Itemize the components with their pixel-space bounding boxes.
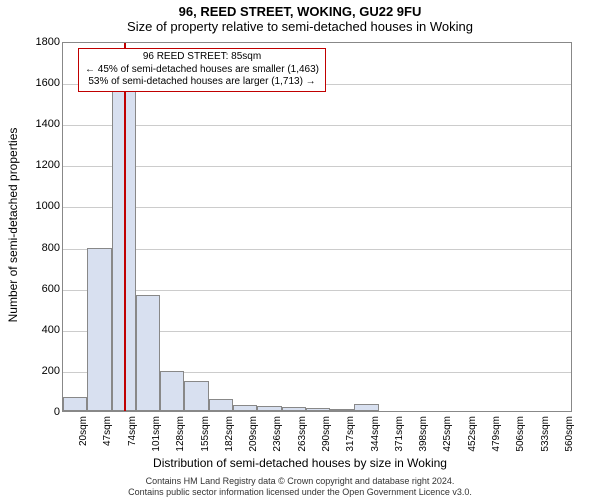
- histogram-bar: [184, 381, 208, 411]
- chart-plot-area: [62, 42, 572, 412]
- x-tick-label: 317sqm: [345, 416, 356, 452]
- histogram-bar: [160, 371, 184, 411]
- x-tick-label: 560sqm: [564, 416, 575, 452]
- y-tick-label: 600: [5, 283, 60, 295]
- reference-line: [124, 43, 126, 411]
- x-tick-label: 452sqm: [467, 416, 478, 452]
- x-tick-label: 290sqm: [321, 416, 332, 452]
- x-tick-label: 101sqm: [151, 416, 162, 452]
- x-tick-label: 533sqm: [540, 416, 551, 452]
- gridline: [63, 207, 571, 208]
- annotation-line: 53% of semi-detached houses are larger (…: [85, 76, 319, 89]
- footer-line-2: Contains public sector information licen…: [0, 487, 600, 498]
- x-tick-label: 236sqm: [272, 416, 283, 452]
- x-tick-label: 398sqm: [418, 416, 429, 452]
- y-tick-label: 800: [5, 242, 60, 254]
- x-tick-label: 20sqm: [78, 416, 89, 446]
- y-tick-label: 1200: [5, 159, 60, 171]
- histogram-bar: [136, 295, 160, 411]
- histogram-bar: [63, 397, 87, 411]
- histogram-bar: [209, 399, 233, 411]
- histogram-bar: [354, 404, 378, 411]
- x-tick-label: 182sqm: [224, 416, 235, 452]
- x-tick-label: 209sqm: [248, 416, 259, 452]
- histogram-bar: [330, 409, 354, 411]
- annotation-box: 96 REED STREET: 85sqm← 45% of semi-detac…: [78, 48, 326, 92]
- histogram-bar: [233, 405, 257, 411]
- y-tick-label: 1400: [5, 118, 60, 130]
- histogram-bar: [87, 248, 111, 411]
- histogram-bar: [306, 408, 330, 411]
- gridline: [63, 125, 571, 126]
- x-tick-label: 425sqm: [442, 416, 453, 452]
- x-axis-label: Distribution of semi-detached houses by …: [0, 456, 600, 470]
- x-tick-label: 155sqm: [200, 416, 211, 452]
- page-title: 96, REED STREET, WOKING, GU22 9FU: [0, 0, 600, 19]
- x-tick-label: 128sqm: [175, 416, 186, 452]
- x-tick-label: 263sqm: [297, 416, 308, 452]
- gridline: [63, 166, 571, 167]
- x-tick-label: 506sqm: [515, 416, 526, 452]
- y-tick-label: 0: [5, 406, 60, 418]
- footer-attribution: Contains HM Land Registry data © Crown c…: [0, 476, 600, 498]
- histogram-bar: [257, 406, 281, 411]
- x-tick-label: 479sqm: [491, 416, 502, 452]
- gridline: [63, 249, 571, 250]
- gridline: [63, 290, 571, 291]
- y-tick-label: 1000: [5, 200, 60, 212]
- y-tick-label: 1600: [5, 77, 60, 89]
- page-subtitle: Size of property relative to semi-detach…: [0, 19, 600, 36]
- y-tick-label: 400: [5, 324, 60, 336]
- x-tick-label: 74sqm: [127, 416, 138, 446]
- annotation-line: 96 REED STREET: 85sqm: [85, 51, 319, 64]
- y-tick-label: 1800: [5, 36, 60, 48]
- annotation-line: ← 45% of semi-detached houses are smalle…: [85, 64, 319, 77]
- x-tick-label: 47sqm: [102, 416, 113, 446]
- histogram-bar: [282, 407, 306, 411]
- x-tick-label: 344sqm: [370, 416, 381, 452]
- x-tick-label: 371sqm: [394, 416, 405, 452]
- footer-line-1: Contains HM Land Registry data © Crown c…: [0, 476, 600, 487]
- y-tick-label: 200: [5, 365, 60, 377]
